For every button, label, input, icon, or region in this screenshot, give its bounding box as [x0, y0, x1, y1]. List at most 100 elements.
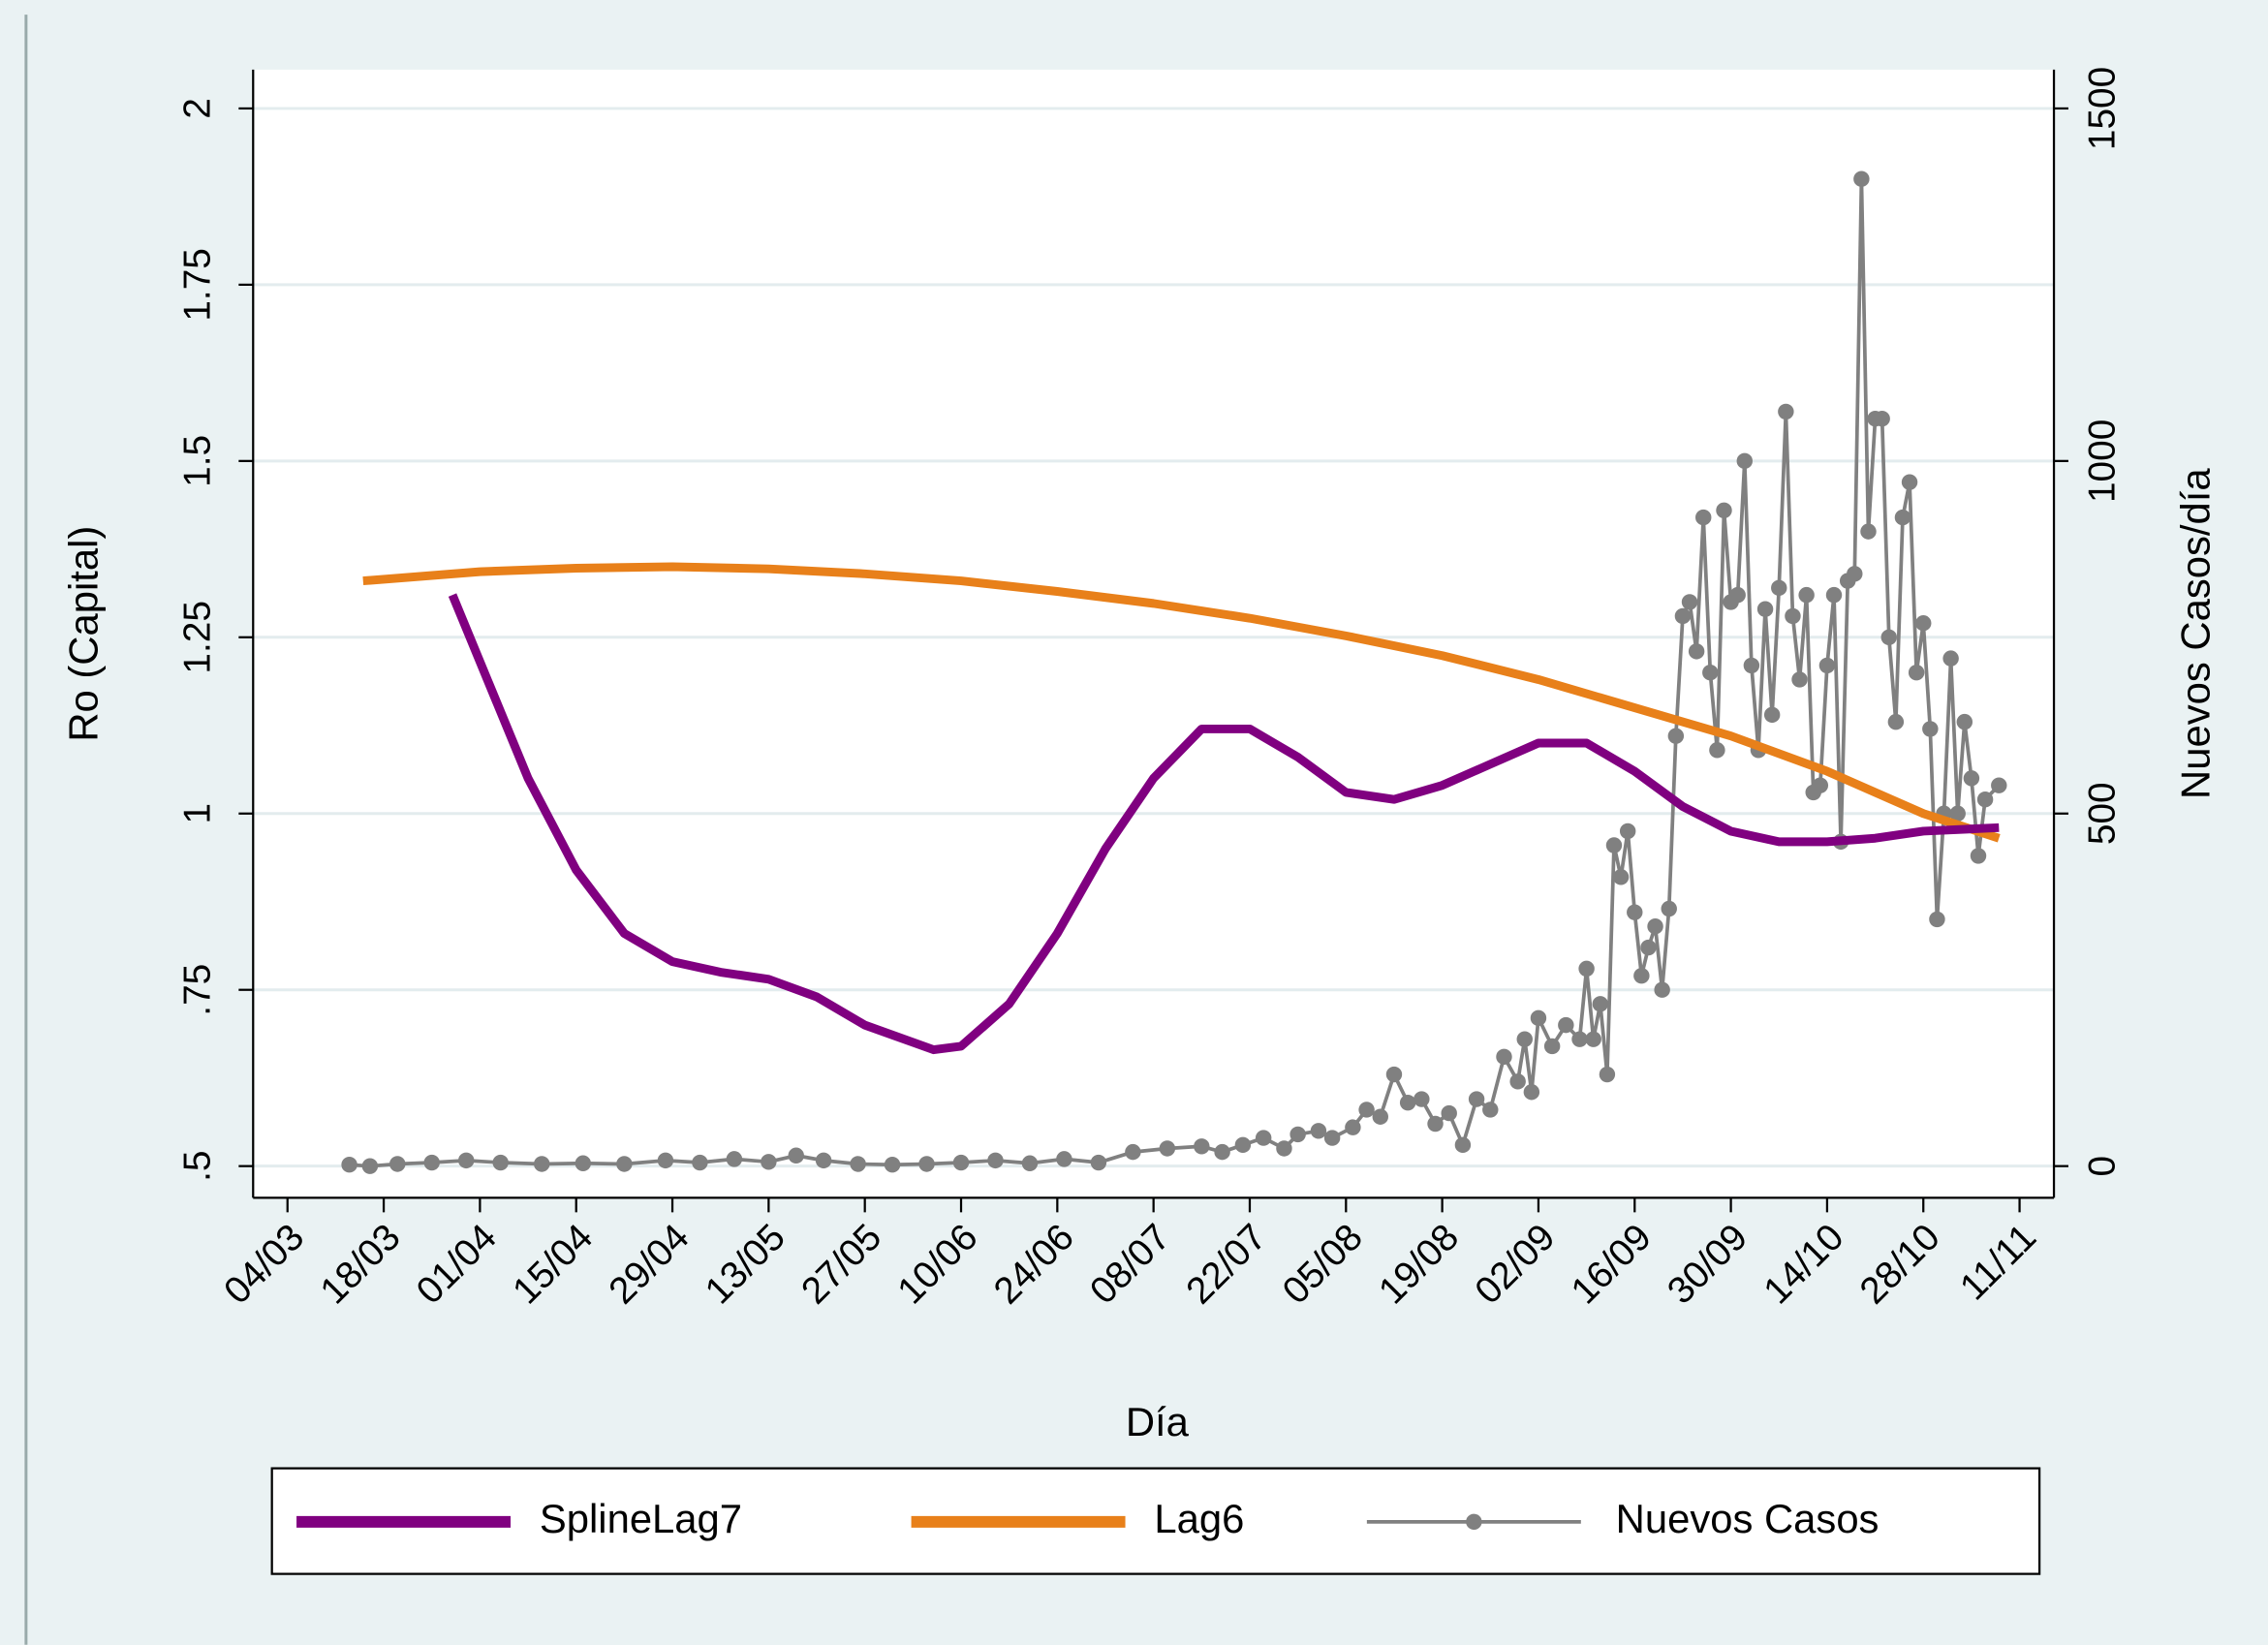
- point: [884, 1157, 901, 1173]
- point: [341, 1157, 357, 1173]
- point: [457, 1152, 475, 1169]
- point: [1674, 607, 1692, 625]
- point: [1385, 1066, 1403, 1083]
- series-line: [448, 593, 2000, 1055]
- y2-tick-label: 1500: [2082, 67, 2124, 150]
- point: [1915, 615, 1932, 632]
- point: [1901, 474, 1918, 490]
- point: [657, 1152, 674, 1169]
- point: [726, 1151, 743, 1167]
- point: [1633, 967, 1650, 984]
- point: [1372, 1108, 1388, 1125]
- point: [1880, 629, 1897, 646]
- point: [1716, 502, 1732, 519]
- y2-tick-label: 1000: [2082, 419, 2124, 503]
- y-tick-label: 1.25: [176, 601, 218, 674]
- point: [692, 1154, 708, 1171]
- point: [1289, 1126, 1306, 1143]
- point: [1702, 664, 1719, 681]
- point: [1949, 805, 1966, 822]
- point: [1887, 713, 1905, 730]
- point: [1791, 671, 1808, 688]
- point: [1345, 1119, 1361, 1135]
- point: [1056, 1151, 1072, 1167]
- y-tick-label: 1: [176, 803, 218, 824]
- point: [952, 1154, 970, 1171]
- point: [1647, 918, 1663, 935]
- legend-label: SplineLag7: [540, 1496, 742, 1541]
- y2-tick-label: 0: [2082, 1156, 2124, 1177]
- y2-axis-title: Nuevos Casos/día: [2172, 468, 2218, 799]
- point: [1798, 586, 1815, 604]
- point: [788, 1147, 804, 1164]
- legend-box: [270, 1467, 2041, 1575]
- point: [850, 1156, 866, 1172]
- point: [1468, 1091, 1485, 1107]
- point: [1743, 657, 1760, 674]
- point: [1605, 837, 1623, 854]
- point: [423, 1154, 440, 1171]
- point: [1756, 601, 1774, 617]
- point: [1482, 1102, 1499, 1118]
- point: [1681, 594, 1698, 610]
- point: [1695, 509, 1712, 526]
- point: [575, 1155, 592, 1171]
- y2-tick-label: 500: [2082, 782, 2124, 845]
- y-tick-label: 1.5: [176, 435, 218, 487]
- point: [389, 1156, 406, 1172]
- y-tick-label: 2: [176, 98, 218, 119]
- point: [1454, 1136, 1472, 1154]
- point: [1709, 742, 1725, 759]
- y-tick-label: 1.75: [176, 248, 218, 322]
- point: [1509, 1073, 1526, 1090]
- point: [1818, 657, 1836, 674]
- point: [534, 1156, 550, 1172]
- point: [1929, 911, 1945, 928]
- point: [1894, 509, 1911, 526]
- point: [1125, 1143, 1141, 1161]
- plot-area: [253, 69, 2055, 1198]
- point: [1853, 171, 1870, 187]
- series-line: [362, 562, 2001, 843]
- point: [918, 1156, 935, 1172]
- point: [761, 1154, 777, 1170]
- point: [987, 1152, 1004, 1169]
- point: [361, 1158, 379, 1174]
- point: [1399, 1094, 1416, 1111]
- point: [1908, 664, 1925, 681]
- point: [1214, 1143, 1230, 1161]
- point: [492, 1154, 509, 1171]
- x-axis-title: Día: [1126, 1399, 1190, 1444]
- point: [1825, 586, 1843, 604]
- y-tick-label: .75: [176, 964, 218, 1016]
- point: [1234, 1136, 1252, 1154]
- point: [1612, 869, 1630, 885]
- point: [1310, 1123, 1327, 1139]
- point: [1496, 1048, 1512, 1066]
- point: [1661, 900, 1677, 917]
- point: [1276, 1140, 1292, 1157]
- point: [1763, 706, 1781, 724]
- point: [1812, 777, 1829, 793]
- point: [1159, 1140, 1176, 1157]
- point: [1874, 410, 1890, 427]
- point: [1956, 713, 1973, 730]
- point: [1619, 822, 1636, 840]
- point: [1516, 1031, 1533, 1047]
- y-tick-label: .5: [176, 1150, 218, 1181]
- point: [1729, 586, 1746, 604]
- point: [1090, 1154, 1107, 1171]
- point: [1358, 1102, 1375, 1118]
- point: [1771, 579, 1787, 597]
- point: [1592, 996, 1609, 1012]
- point: [1323, 1130, 1341, 1146]
- legend-label: Nuevos Casos: [1616, 1496, 1880, 1541]
- point: [1667, 728, 1685, 744]
- point: [1578, 960, 1595, 978]
- point: [1654, 981, 1670, 998]
- point: [1255, 1130, 1272, 1146]
- point: [1599, 1066, 1616, 1083]
- point: [1922, 721, 1939, 737]
